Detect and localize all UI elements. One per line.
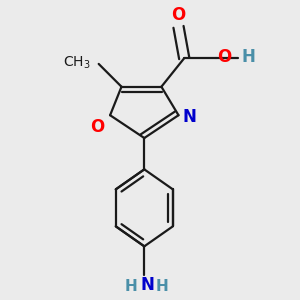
Text: O: O [217,48,231,66]
Text: H: H [156,279,169,294]
Text: H: H [241,48,255,66]
Text: N: N [140,276,154,294]
Text: CH$_3$: CH$_3$ [62,54,90,71]
Text: O: O [171,6,186,24]
Text: O: O [90,118,104,136]
Text: N: N [183,108,197,126]
Text: H: H [124,279,137,294]
